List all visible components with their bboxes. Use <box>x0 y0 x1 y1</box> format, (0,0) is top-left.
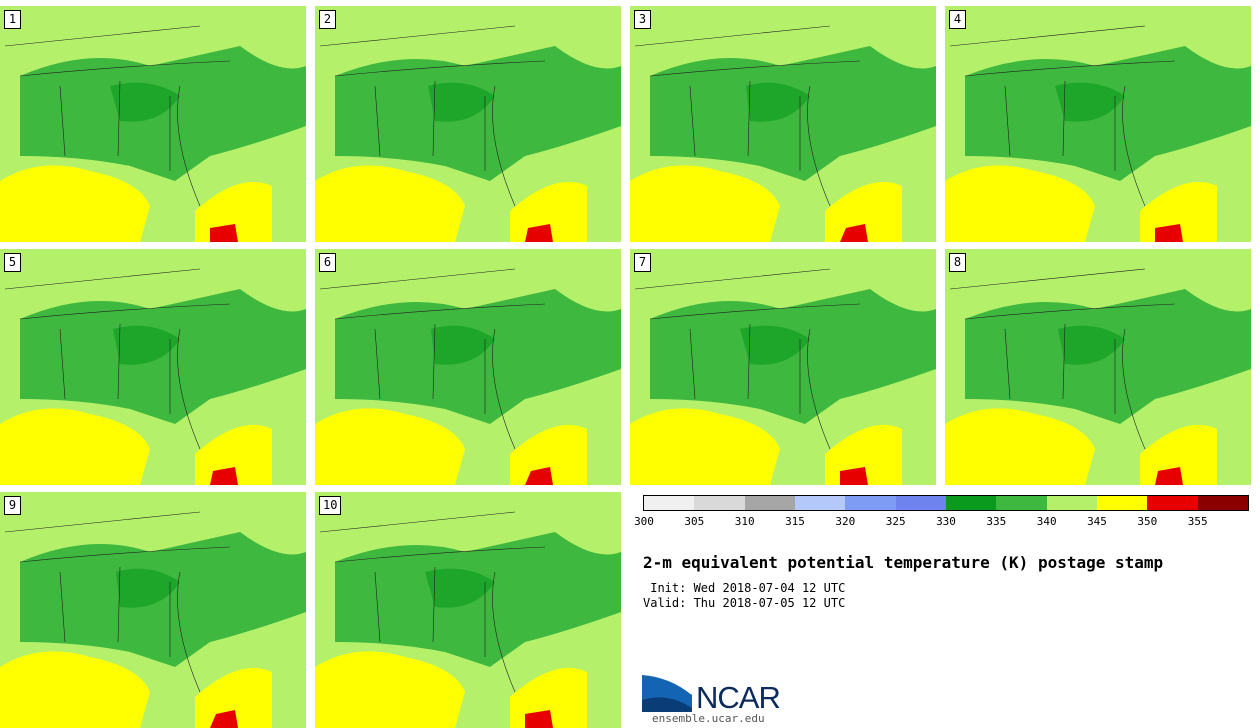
stamp-map <box>630 249 936 485</box>
colorbar-tick-label: 300 <box>634 515 654 528</box>
colorbar-swatch <box>996 496 1047 510</box>
stamp-panel: 7 <box>630 249 936 485</box>
logo-text: NCAR <box>696 680 781 715</box>
stamp-panel: 1 <box>0 6 306 242</box>
stamp-panel: 10 <box>315 492 621 728</box>
colorbar-tick-label: 330 <box>936 515 956 528</box>
stamp-panel: 6 <box>315 249 621 485</box>
colorbar <box>643 495 1249 511</box>
colorbar-swatch <box>895 496 946 510</box>
ncar-logo: NCAR ensemble.ucar.edu <box>641 672 802 725</box>
stamp-label: 3 <box>634 10 651 29</box>
colorbar-tick-label: 345 <box>1087 515 1107 528</box>
stamp-label: 8 <box>949 253 966 272</box>
stamp-map <box>0 492 306 728</box>
stamp-panel: 4 <box>945 6 1251 242</box>
stamp-panel: 9 <box>0 492 306 728</box>
init-time: Init: Wed 2018-07-04 12 UTC <box>643 581 846 595</box>
logo-url: ensemble.ucar.edu <box>652 712 765 725</box>
stamp-label: 9 <box>4 496 21 515</box>
colorbar-swatch <box>694 496 745 510</box>
colorbar-tick-label: 310 <box>734 515 755 528</box>
colorbar-swatch <box>1197 496 1248 510</box>
colorbar-swatch <box>644 496 695 510</box>
stamp-label: 6 <box>319 253 336 272</box>
stamp-map <box>945 249 1251 485</box>
stamp-map <box>630 6 936 242</box>
colorbar-swatch <box>1147 496 1198 510</box>
stamp-label: 5 <box>4 253 21 272</box>
stamp-label: 10 <box>319 496 342 515</box>
stamp-label: 7 <box>634 253 651 272</box>
stamp-map <box>315 6 621 242</box>
valid-time: Valid: Thu 2018-07-05 12 UTC <box>643 596 846 610</box>
stamp-panel: 8 <box>945 249 1251 485</box>
colorbar-tick-label: 350 <box>1137 515 1158 528</box>
stamp-map <box>945 6 1251 242</box>
stamp-label: 2 <box>319 10 336 29</box>
colorbar-swatch <box>845 496 896 510</box>
stamp-panel: 5 <box>0 249 306 485</box>
colorbar-swatch <box>794 496 846 510</box>
colorbar-tick-label: 320 <box>835 515 856 528</box>
stamp-map <box>0 6 306 242</box>
colorbar-tick-label: 325 <box>885 515 906 528</box>
colorbar-tick-label: 355 <box>1187 515 1208 528</box>
stamp-map <box>315 249 621 485</box>
stamp-panel: 2 <box>315 6 621 242</box>
stamp-label: 1 <box>4 10 21 29</box>
colorbar-swatch <box>744 496 795 510</box>
colorbar-tick-label: 315 <box>785 515 805 528</box>
colorbar-tick-label: 305 <box>684 515 705 528</box>
stamp-map <box>315 492 621 728</box>
stamp-panel: 3 <box>630 6 936 242</box>
ncar-swoosh-icon <box>641 673 693 712</box>
colorbar-tick-label: 335 <box>986 515 1007 528</box>
stamp-map <box>0 249 306 485</box>
colorbar-swatch <box>1096 496 1148 510</box>
stamp-label: 4 <box>949 10 966 29</box>
plot-title: 2-m equivalent potential temperature (K)… <box>643 553 1164 572</box>
colorbar-swatch <box>945 496 997 510</box>
colorbar-swatch <box>1046 496 1097 510</box>
colorbar-tick-label: 340 <box>1036 515 1057 528</box>
